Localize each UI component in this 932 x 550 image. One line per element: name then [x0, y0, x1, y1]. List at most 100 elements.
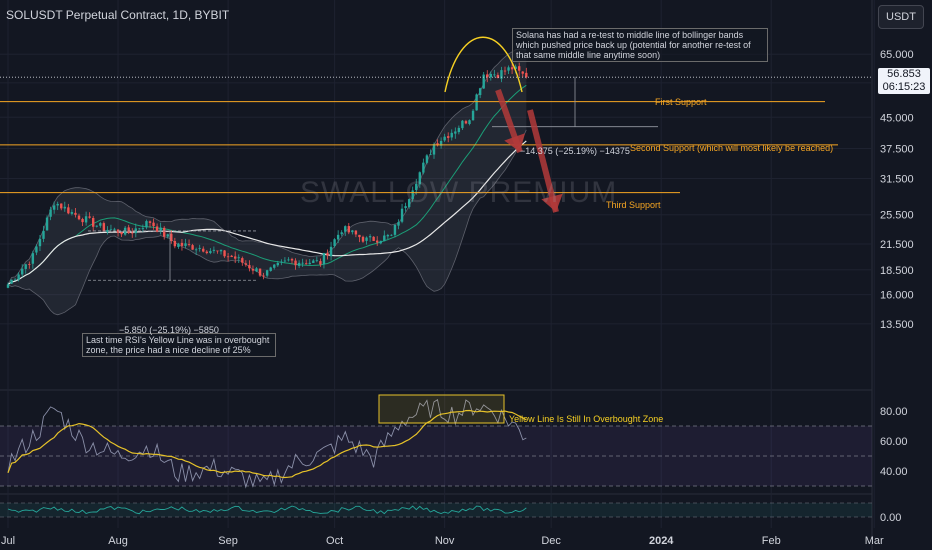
candle-body	[507, 67, 510, 71]
candle-body	[148, 221, 152, 223]
candle-body	[99, 223, 102, 226]
watermark: SWALLOW PREMIUM	[300, 176, 618, 209]
candle-body	[35, 246, 38, 253]
rsi-history-note: Last time RSI's Yellow Line was in overb…	[82, 333, 276, 357]
candle-body	[368, 236, 372, 238]
candle-body	[489, 73, 492, 78]
candle-body	[255, 268, 258, 272]
candle-body	[273, 264, 276, 268]
candle-body	[312, 260, 315, 264]
candle-body	[464, 121, 468, 124]
candle-body	[177, 243, 180, 247]
candle-body	[397, 222, 400, 226]
candle-body	[56, 203, 59, 206]
candle-body	[216, 250, 219, 252]
candle-body	[265, 270, 269, 276]
candle-body	[92, 218, 95, 227]
y-tick-label-7: 18.500	[880, 265, 914, 277]
candle-body	[28, 264, 31, 265]
candle-body	[301, 262, 304, 264]
candle-body	[155, 226, 159, 232]
candle-body	[518, 66, 521, 71]
candle-body	[461, 120, 464, 129]
candle-body	[49, 209, 52, 217]
candle-body	[475, 94, 478, 111]
candle-body	[482, 74, 485, 89]
x-tick-label-sep: Sep	[218, 535, 238, 547]
support-label-first: First Support	[655, 97, 707, 107]
candle-body	[425, 155, 429, 163]
rsi-signal-line	[7, 409, 527, 479]
y-tick-label-5: 25.500	[880, 210, 914, 222]
candle-body	[209, 251, 212, 254]
candle-body	[386, 235, 390, 237]
candle-body	[503, 70, 507, 72]
candle-body	[60, 203, 63, 209]
candle-body	[166, 234, 169, 237]
candle-body	[17, 274, 20, 280]
moving-average-line	[7, 140, 527, 285]
candle-body	[173, 240, 177, 247]
candle-body	[52, 205, 56, 210]
y-tick-label-2: 45.000	[880, 112, 914, 124]
candle-body	[6, 284, 10, 288]
candle-body	[244, 263, 248, 265]
candle-body	[390, 234, 393, 236]
candle-body	[31, 253, 35, 264]
support-label-third: Third Support	[606, 200, 661, 210]
y-tick-label-6: 21.500	[880, 239, 914, 251]
candle-body	[180, 242, 184, 246]
candle-body	[297, 262, 301, 266]
candle-body	[283, 260, 287, 262]
projection-arrow-second-shaft	[527, 109, 559, 213]
candle-body	[280, 261, 283, 263]
candle-body	[230, 255, 233, 258]
candle-body	[198, 247, 201, 249]
candle-body	[187, 244, 191, 245]
candle-body	[347, 226, 350, 233]
bollinger-band-fill	[8, 49, 527, 315]
candle-body	[113, 228, 116, 230]
candle-body	[141, 228, 145, 230]
chart-title: SOLUSDT Perpetual Contract, 1D, BYBIT	[6, 8, 230, 22]
candle-body	[454, 131, 457, 134]
rsi-y-tick-2: 40.00	[880, 466, 908, 478]
candle-body	[344, 226, 347, 232]
candle-body	[287, 259, 290, 261]
candle-body	[21, 268, 24, 275]
x-tick-label-2024: 2024	[649, 535, 674, 547]
candle-body	[251, 268, 255, 271]
candle-body	[319, 261, 322, 265]
measure-label-top: −14.375 (−25.19%) −14375	[520, 146, 630, 156]
candle-body	[194, 249, 198, 251]
candle-body	[365, 237, 368, 241]
candle-body	[258, 268, 262, 276]
x-tick-label-feb: Feb	[762, 535, 781, 547]
candle-body	[88, 216, 91, 218]
candle-body	[191, 245, 194, 250]
candle-body	[152, 222, 155, 227]
candle-body	[145, 221, 148, 228]
x-tick-label-aug: Aug	[108, 535, 128, 547]
candle-body	[248, 265, 251, 269]
candle-body	[510, 67, 514, 70]
candle-body	[234, 256, 237, 259]
candle-body	[131, 232, 134, 234]
candle-body	[84, 216, 88, 223]
candle-body	[478, 88, 482, 96]
candle-body	[500, 70, 503, 79]
candle-body	[170, 233, 173, 242]
candle-body	[436, 143, 439, 146]
candle-body	[45, 217, 49, 231]
candle-body	[159, 227, 162, 232]
candle-body	[439, 140, 443, 146]
candle-body	[276, 262, 279, 266]
rsi-line	[7, 398, 527, 489]
support-label-second: Second Support (which will most likely b…	[630, 143, 834, 153]
candle-body	[269, 267, 272, 271]
candle-body	[322, 253, 326, 265]
candle-body	[315, 260, 319, 262]
candle-body	[63, 206, 66, 209]
currency-button[interactable]: USDT	[878, 5, 924, 29]
